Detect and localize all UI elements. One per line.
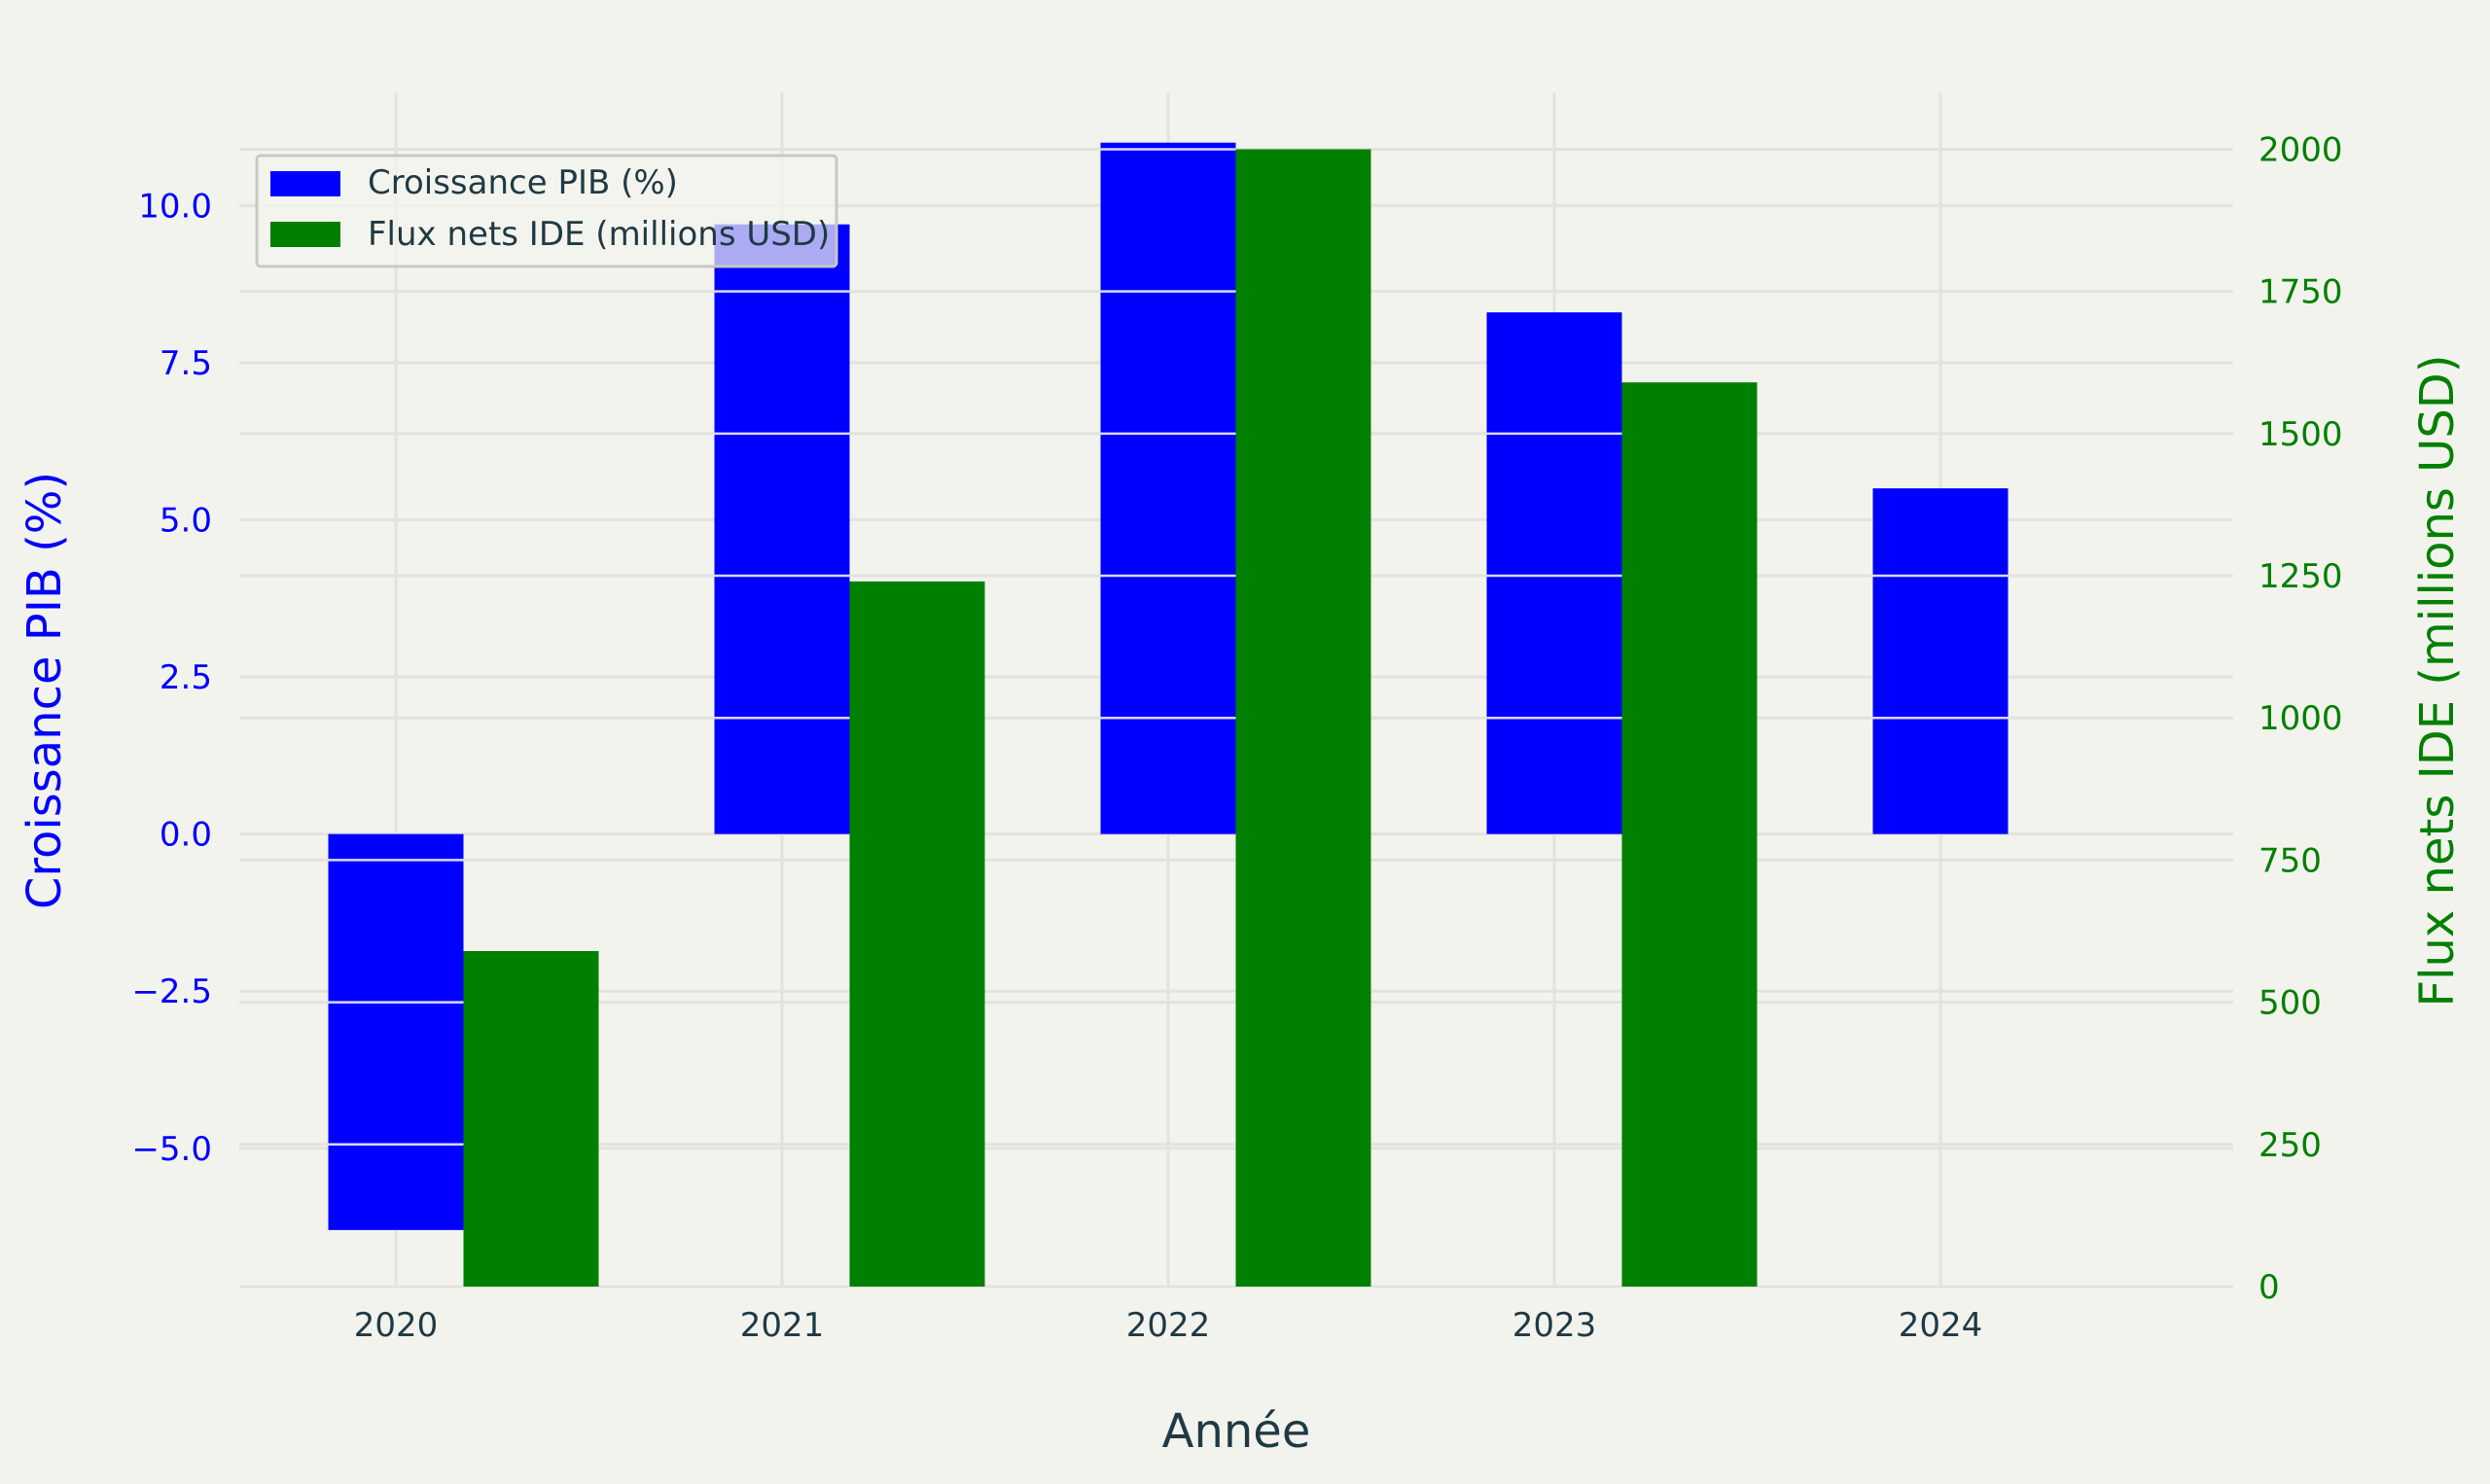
bar-gdp-2024 xyxy=(1872,488,2009,834)
legend-swatch-gdp xyxy=(270,171,340,196)
left-tick-label: −2.5 xyxy=(131,972,212,1011)
x-tick-label: 2021 xyxy=(740,1306,825,1345)
legend-swatch-fdi xyxy=(270,222,340,247)
left-axis-ticks: −5.0 −2.5 0.0 2.5 5.0 7.5 10.0 xyxy=(131,187,212,1168)
right-tick-label: 1000 xyxy=(2259,699,2343,738)
right-tick-label: 1250 xyxy=(2259,557,2343,596)
right-tick-label: 1750 xyxy=(2259,273,2343,312)
x-tick-label: 2024 xyxy=(1899,1306,1983,1345)
bar-fdi-2020 xyxy=(463,950,599,1287)
left-tick-label: 2.5 xyxy=(160,658,212,697)
right-tick-label: 2000 xyxy=(2259,130,2343,169)
gdp-growth-bars xyxy=(328,142,2009,1230)
bar-fdi-2022 xyxy=(1235,149,1371,1287)
left-tick-label: −5.0 xyxy=(131,1130,212,1169)
legend: Croissance PIB (%) Flux nets IDE (millio… xyxy=(255,154,838,268)
right-tick-label: 750 xyxy=(2259,841,2322,880)
legend-label-fdi: Flux nets IDE (millions USD) xyxy=(368,215,830,254)
left-tick-label: 7.5 xyxy=(160,344,212,383)
right-tick-label: 1500 xyxy=(2259,415,2343,454)
right-axis-title: Flux nets IDE (millions USD) xyxy=(2410,355,2465,1007)
bar-gdp-2022 xyxy=(1100,142,1236,834)
left-tick-label: 5.0 xyxy=(160,501,212,540)
bar-fdi-2021 xyxy=(849,581,985,1287)
legend-label-gdp: Croissance PIB (%) xyxy=(368,163,678,202)
right-tick-label: 250 xyxy=(2259,1126,2322,1165)
left-tick-label: 10.0 xyxy=(138,187,212,226)
bar-fdi-2023 xyxy=(1621,382,1758,1287)
bar-gdp-2020 xyxy=(328,833,464,1230)
right-tick-label: 500 xyxy=(2259,984,2322,1023)
bar-gdp-2023 xyxy=(1486,312,1622,834)
x-tick-label: 2022 xyxy=(1126,1306,1211,1345)
x-tick-label: 2020 xyxy=(354,1306,439,1345)
x-axis-ticks: 2020 2021 2022 2023 2024 xyxy=(354,1306,1983,1345)
bar-gdp-2021 xyxy=(714,224,850,834)
right-axis-ticks: 0 250 500 750 1000 1250 1500 1750 2000 xyxy=(2259,130,2343,1307)
legend-box xyxy=(255,154,838,268)
gridline-overlay xyxy=(328,148,2009,1147)
x-axis-title: Année xyxy=(1162,1404,1311,1459)
left-tick-label: 0.0 xyxy=(160,816,212,855)
x-tick-label: 2023 xyxy=(1512,1306,1597,1345)
left-axis-title: Croissance PIB (%) xyxy=(18,472,72,909)
fdi-flow-bars xyxy=(463,149,1758,1287)
right-tick-label: 0 xyxy=(2259,1268,2280,1307)
